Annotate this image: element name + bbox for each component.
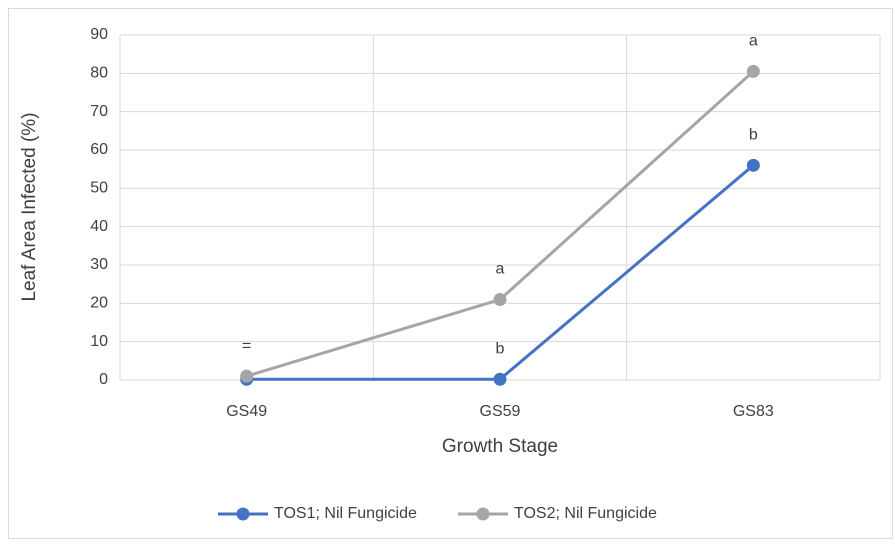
point <box>493 293 507 306</box>
x-tick-label: GS49 <box>226 403 267 420</box>
y-tick-label: 90 <box>90 26 108 43</box>
point-label: = <box>242 337 251 354</box>
point-label: b <box>749 127 758 144</box>
y-tick-label: 80 <box>90 65 108 82</box>
y-tick-label: 50 <box>90 180 108 197</box>
legend-marker <box>476 507 490 521</box>
y-tick-label: 40 <box>90 218 108 235</box>
point <box>240 369 254 383</box>
legend-marker <box>236 507 250 521</box>
x-tick-label: GS83 <box>733 403 774 420</box>
legend-label: TOS2; Nil Fungicide <box>514 505 657 522</box>
y-tick-label: 60 <box>90 141 108 158</box>
point <box>746 158 760 172</box>
y-axis-title: Leaf Area Infected (%) <box>19 112 40 301</box>
y-tick-label: 0 <box>99 371 108 388</box>
point-label: a <box>496 261 505 278</box>
y-tick-label: 20 <box>90 295 108 312</box>
point-label: a <box>749 33 758 50</box>
y-tick-label: 30 <box>90 256 108 273</box>
chart-frame <box>8 8 893 539</box>
x-axis-title: Growth Stage <box>442 436 558 457</box>
y-tick-label: 70 <box>90 103 108 120</box>
point <box>493 372 507 386</box>
x-tick-label: GS59 <box>480 403 521 420</box>
legend-label: TOS1; Nil Fungicide <box>274 505 417 522</box>
point-label: b <box>496 340 505 357</box>
point <box>746 64 760 78</box>
y-tick-label: 10 <box>90 333 108 350</box>
